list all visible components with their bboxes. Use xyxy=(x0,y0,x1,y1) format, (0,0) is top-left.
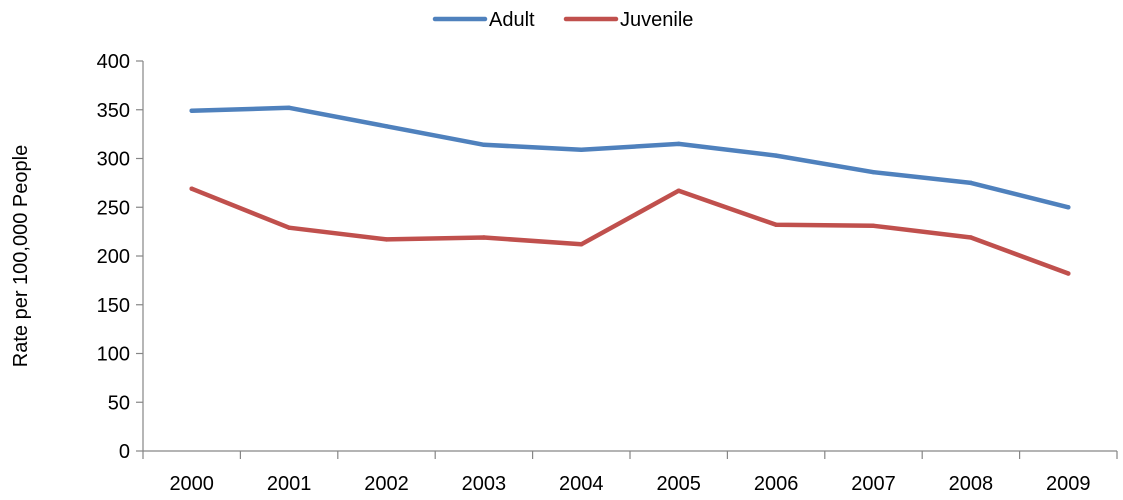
x-axis: 2000 2001 2002 2003 2004 2005 2006 2007 2008 2009 xyxy=(142,450,1118,495)
x-tick-label: 2008 xyxy=(949,473,994,495)
legend-label-juvenile: Juvenile xyxy=(620,9,693,31)
y-axis-title: Rate per 100,000 People xyxy=(10,145,32,367)
x-tick-label: 2004 xyxy=(559,473,604,495)
x-tick-label: 2005 xyxy=(656,473,701,495)
y-axis: 0 50 100 150 200 250 300 350 400 xyxy=(97,51,144,463)
chart-legend: Adult Juvenile xyxy=(432,9,693,31)
data-point-adult xyxy=(676,141,681,147)
y-tick-label: 400 xyxy=(97,51,130,73)
series-layer xyxy=(189,105,1071,276)
data-point-adult xyxy=(773,153,779,158)
data-point-juvenile xyxy=(1066,271,1071,276)
y-tick-label: 0 xyxy=(119,441,130,463)
data-point-juvenile xyxy=(286,225,292,230)
data-point-juvenile xyxy=(968,235,974,240)
y-tick-label: 250 xyxy=(97,197,130,219)
series-line-adult xyxy=(189,105,1071,210)
data-point-juvenile xyxy=(579,242,584,247)
data-point-juvenile xyxy=(384,237,389,242)
data-point-adult xyxy=(1066,205,1071,210)
legend-label-adult: Adult xyxy=(489,9,535,31)
data-point-juvenile xyxy=(871,223,876,228)
x-tick-label: 2000 xyxy=(169,473,214,495)
y-tick-label: 150 xyxy=(97,295,130,317)
data-point-juvenile xyxy=(676,188,681,193)
x-tick-label: 2001 xyxy=(267,473,312,495)
data-point-juvenile xyxy=(189,186,194,191)
y-tick-label: 350 xyxy=(97,100,130,122)
data-point-adult xyxy=(189,108,194,113)
data-point-adult xyxy=(579,147,584,152)
data-point-adult xyxy=(286,105,292,111)
y-tick-label: 100 xyxy=(97,344,130,366)
data-point-adult xyxy=(384,124,389,129)
data-point-juvenile xyxy=(773,222,779,227)
data-point-adult xyxy=(481,142,487,148)
x-tick-label: 2006 xyxy=(754,473,799,495)
data-point-adult xyxy=(968,180,974,186)
x-tick-label: 2007 xyxy=(851,473,896,495)
y-tick-label: 200 xyxy=(97,246,130,268)
data-point-juvenile xyxy=(481,235,487,240)
x-tick-label: 2002 xyxy=(364,473,409,495)
series-line-juvenile xyxy=(189,186,1071,276)
y-tick-label: 50 xyxy=(108,392,130,414)
x-tick-label: 2009 xyxy=(1046,473,1091,495)
y-tick-label: 300 xyxy=(97,149,130,171)
x-tick-label: 2003 xyxy=(462,473,507,495)
data-point-adult xyxy=(871,169,876,175)
